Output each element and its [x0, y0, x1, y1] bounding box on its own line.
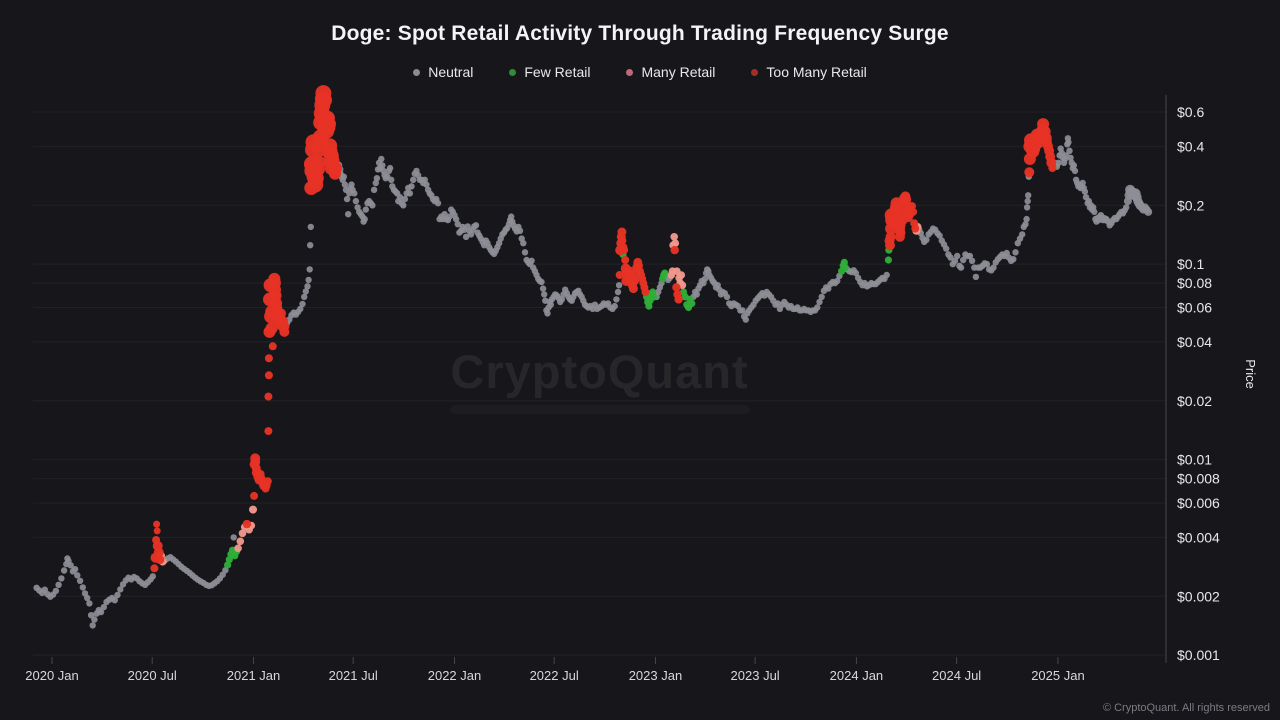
legend-label-many-retail: Many Retail: [641, 64, 716, 80]
x-tick-label: 2023 Jul: [731, 668, 780, 683]
gridlines: [33, 111, 1166, 656]
y-tick-label: $0.008: [1177, 471, 1220, 487]
x-tick-label: 2021 Jan: [227, 668, 281, 683]
x-tick-label: 2021 Jul: [329, 668, 378, 683]
x-tick-label: 2025 Jan: [1031, 668, 1085, 683]
legend: Neutral Few Retail Many Retail Too Many …: [0, 64, 1280, 80]
legend-label-too-many-retail: Too Many Retail: [766, 64, 867, 80]
axis-labels: $0.6 $0.4 $0.2 $0.1 $0.08 $0.06 $0.04 $0.02 $0.0…: [25, 104, 1258, 683]
neutral-dot-icon: [413, 68, 421, 76]
y-tick-label: $0.04: [1177, 334, 1212, 350]
y-tick-label: $0.006: [1177, 495, 1220, 511]
y-tick-label: $0.4: [1177, 138, 1204, 154]
few-retail-dot-icon: [509, 68, 517, 76]
legend-label-few-retail: Few Retail: [524, 64, 591, 80]
y-tick-label: $0.1: [1177, 256, 1204, 272]
y-tick-label: $0.004: [1177, 529, 1220, 545]
y-tick-label: $0.6: [1177, 104, 1204, 120]
x-tick-label: 2020 Jul: [128, 668, 177, 683]
y-tick-label: $0.2: [1177, 197, 1204, 213]
x-tick-label: 2020 Jan: [25, 668, 79, 683]
legend-item-neutral[interactable]: Neutral: [413, 64, 473, 80]
y-tick-label: $0.06: [1177, 300, 1212, 316]
legend-item-many-retail[interactable]: Many Retail: [626, 64, 715, 80]
y-tick-label: $0.01: [1177, 452, 1212, 468]
x-tick-label: 2022 Jul: [530, 668, 579, 683]
axes: [51, 95, 1167, 664]
y-tick-label: $0.002: [1177, 588, 1220, 604]
legend-label-neutral: Neutral: [428, 64, 474, 80]
y-axis-name: Price: [1243, 359, 1258, 389]
y-tick-label: $0.001: [1177, 647, 1220, 663]
x-tick-label: 2023 Jan: [629, 668, 683, 683]
x-tick-label: 2024 Jan: [830, 668, 884, 683]
y-tick-label: $0.02: [1177, 393, 1212, 409]
many-retail-dot-icon: [626, 68, 634, 76]
x-tick-label: 2022 Jan: [428, 668, 482, 683]
legend-item-few-retail[interactable]: Few Retail: [509, 64, 590, 80]
x-tick-label: 2024 Jul: [932, 668, 981, 683]
legend-item-too-many-retail[interactable]: Too Many Retail: [751, 64, 867, 80]
scatter-points: [33, 85, 1153, 629]
too-many-retail-dot-icon: [751, 68, 759, 76]
y-tick-label: $0.08: [1177, 275, 1212, 291]
chart-title: Doge: Spot Retail Activity Through Tradi…: [331, 22, 949, 45]
copyright-notice: © CryptoQuant. All rights reserved: [1102, 702, 1270, 714]
